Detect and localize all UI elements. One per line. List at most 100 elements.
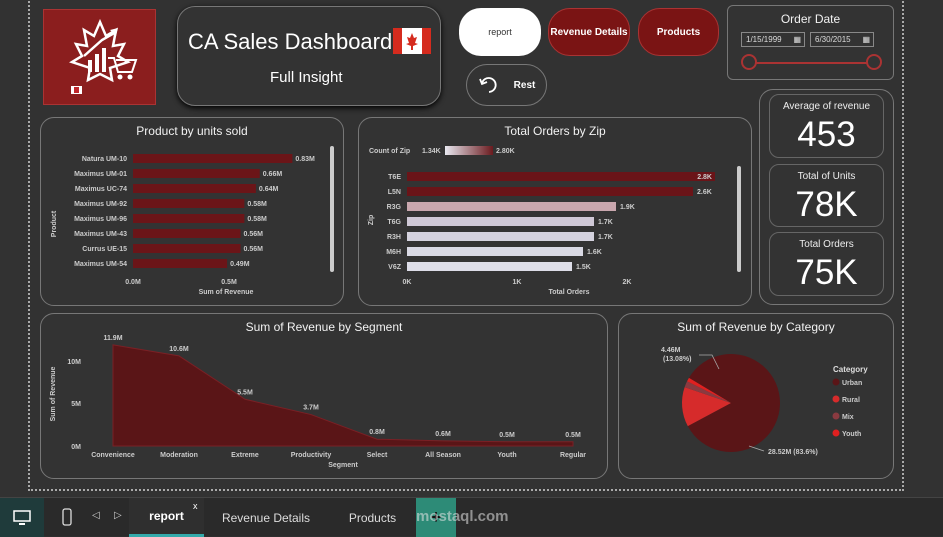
next-page-icon[interactable]: ▷ xyxy=(114,510,122,521)
zip-x-tick-0: 0K xyxy=(403,279,412,286)
segment-data-label: 3.7M xyxy=(303,405,319,412)
zip-bar-chart: Count of Zip 1.34K 2.80K Zip 0K 1K 2K To… xyxy=(368,146,741,296)
segment-area-chart: Sum of Revenue 10M 5M 0M Segment 11.9M Co… xyxy=(50,335,586,469)
product-bar xyxy=(133,199,245,208)
segment-data-label: 0.8M xyxy=(369,429,385,436)
product-category-label: Maximus UM-43 xyxy=(74,231,127,238)
zip-data-label: 1.9K xyxy=(620,204,635,211)
zip-scrollbar[interactable] xyxy=(737,166,741,272)
tab-report-label: report xyxy=(149,509,184,523)
segment-category-label: Youth xyxy=(497,452,516,459)
tab-close-icon[interactable]: x xyxy=(193,501,198,511)
product-scrollbar[interactable] xyxy=(330,146,334,272)
category-legend-marker xyxy=(832,429,840,437)
category-pie-slice xyxy=(682,387,731,427)
segment-y-axis-label: Sum of Revenue xyxy=(50,366,57,421)
end-date-input[interactable]: 6/30/2015 ▦ xyxy=(810,32,874,47)
product-data-label: 0.58M xyxy=(247,216,267,223)
date-range-track xyxy=(750,62,878,64)
undo-arrow-icon xyxy=(478,77,497,93)
date-range-start-handle[interactable] xyxy=(741,54,757,70)
products-nav-button[interactable]: Products xyxy=(638,8,719,56)
zip-category-label: V6Z xyxy=(388,264,402,271)
product-bar xyxy=(133,154,293,163)
product-bar-chart: Product 0.0M 0.5M Sum of Revenue Natura … xyxy=(51,146,334,296)
segment-data-label: 10.6M xyxy=(169,346,189,353)
category-legend-marker xyxy=(832,412,840,420)
product-data-label: 0.58M xyxy=(247,201,267,208)
date-range-end-handle[interactable] xyxy=(866,54,882,70)
category-leader-line xyxy=(699,354,720,370)
product-category-label: Maximus UM-54 xyxy=(74,261,127,268)
canvas-border xyxy=(28,0,904,491)
reset-button[interactable]: Rest xyxy=(466,64,547,106)
tab-products[interactable]: Products xyxy=(330,498,415,537)
zip-bar xyxy=(407,247,583,256)
product-category-label: Maximus UM-96 xyxy=(74,216,127,223)
zip-category-label: R3H xyxy=(387,234,401,241)
total-orders-value: 75K xyxy=(795,253,858,292)
product-bar xyxy=(133,229,241,238)
category-chart-title: Sum of Revenue by Category xyxy=(677,320,835,334)
tab-revenue-details-label: Revenue Details xyxy=(221,510,311,525)
category-chart-card: Sum of Revenue by Category 4.46M (13.08%… xyxy=(618,313,894,479)
zip-data-label: 2.6K xyxy=(697,189,712,196)
tab-revenue-details[interactable]: Revenue Details xyxy=(206,498,326,537)
segment-data-label: 0.5M xyxy=(565,432,581,439)
total-orders-card: Total Orders 75K xyxy=(769,232,884,296)
product-bar xyxy=(133,169,260,178)
zip-data-label: 2.8K xyxy=(697,174,712,181)
zip-legend-gradient xyxy=(445,146,493,155)
order-date-title: Order Date xyxy=(780,12,841,26)
kpi-panel xyxy=(759,89,894,305)
category-legend-label: Urban xyxy=(842,380,862,387)
add-page-button[interactable]: + xyxy=(416,498,456,537)
product-y-axis-label: Product xyxy=(51,210,58,237)
product-chart-title: Product by units sold xyxy=(136,124,248,138)
segment-data-label: 0.6M xyxy=(435,431,451,438)
zip-x-tick-1: 1K xyxy=(513,279,522,286)
product-x-axis-label: Sum of Revenue xyxy=(199,289,254,296)
segment-y-tick-0: 10M xyxy=(67,359,81,366)
dashboard-title: CA Sales Dashboard xyxy=(188,29,393,54)
zip-legend-max: 2.80K xyxy=(496,148,515,155)
category-legend-label: Mix xyxy=(842,414,854,421)
zip-data-label: 1.7K xyxy=(598,219,613,226)
dashboard-subtitle: Full Insight xyxy=(270,69,343,86)
report-nav-button[interactable]: report xyxy=(459,8,541,56)
tab-products-label: Products xyxy=(348,510,397,525)
revenue-details-nav-button[interactable]: Revenue Details xyxy=(548,8,630,56)
segment-y-tick-2: 0M xyxy=(71,444,81,451)
desktop-view-icon[interactable] xyxy=(0,498,44,537)
product-x-tick-0: 0.0M xyxy=(125,279,141,286)
segment-y-tick-1: 5M xyxy=(71,401,81,408)
avg-revenue-value: 453 xyxy=(797,115,856,154)
category-legend-label: Rural xyxy=(842,397,860,404)
zip-chart-card: Total Orders by Zip Count of Zip 1.34K 2… xyxy=(358,117,752,306)
tab-report[interactable]: report xyxy=(129,498,204,537)
title-card: CA Sales Dashboard Full Insight xyxy=(177,6,441,106)
canada-flag-icon xyxy=(393,28,431,54)
zip-bar xyxy=(407,232,594,241)
zip-y-axis-label: Zip xyxy=(368,215,375,226)
product-x-tick-1: 0.5M xyxy=(221,279,237,286)
zip-category-label: T6G xyxy=(387,219,401,226)
avg-revenue-label: Average of revenue xyxy=(782,101,871,112)
total-orders-label: Total Orders xyxy=(799,239,854,250)
zip-chart-title: Total Orders by Zip xyxy=(504,124,606,138)
mobile-view-icon[interactable] xyxy=(58,504,76,530)
category-pie-slice xyxy=(684,381,731,403)
product-category-label: Natura UM-10 xyxy=(82,156,127,163)
previous-page-icon[interactable]: ◁ xyxy=(92,510,100,521)
maple-cart-logo-icon xyxy=(43,9,156,105)
product-category-label: Currus UE-15 xyxy=(82,246,127,253)
zip-x-axis-label: Total Orders xyxy=(548,289,589,296)
zip-bar xyxy=(407,187,693,196)
product-bar xyxy=(133,244,241,253)
segment-category-label: Convenience xyxy=(91,452,135,459)
total-units-label: Total of Units xyxy=(797,171,856,182)
start-date-input[interactable]: 1/15/1999 ▦ xyxy=(741,32,805,47)
order-date-slicer: Order Date 1/15/1999 ▦ 6/30/2015 ▦ xyxy=(727,5,894,80)
zip-data-label: 1.6K xyxy=(587,249,602,256)
category-legend-label: Youth xyxy=(842,431,861,438)
